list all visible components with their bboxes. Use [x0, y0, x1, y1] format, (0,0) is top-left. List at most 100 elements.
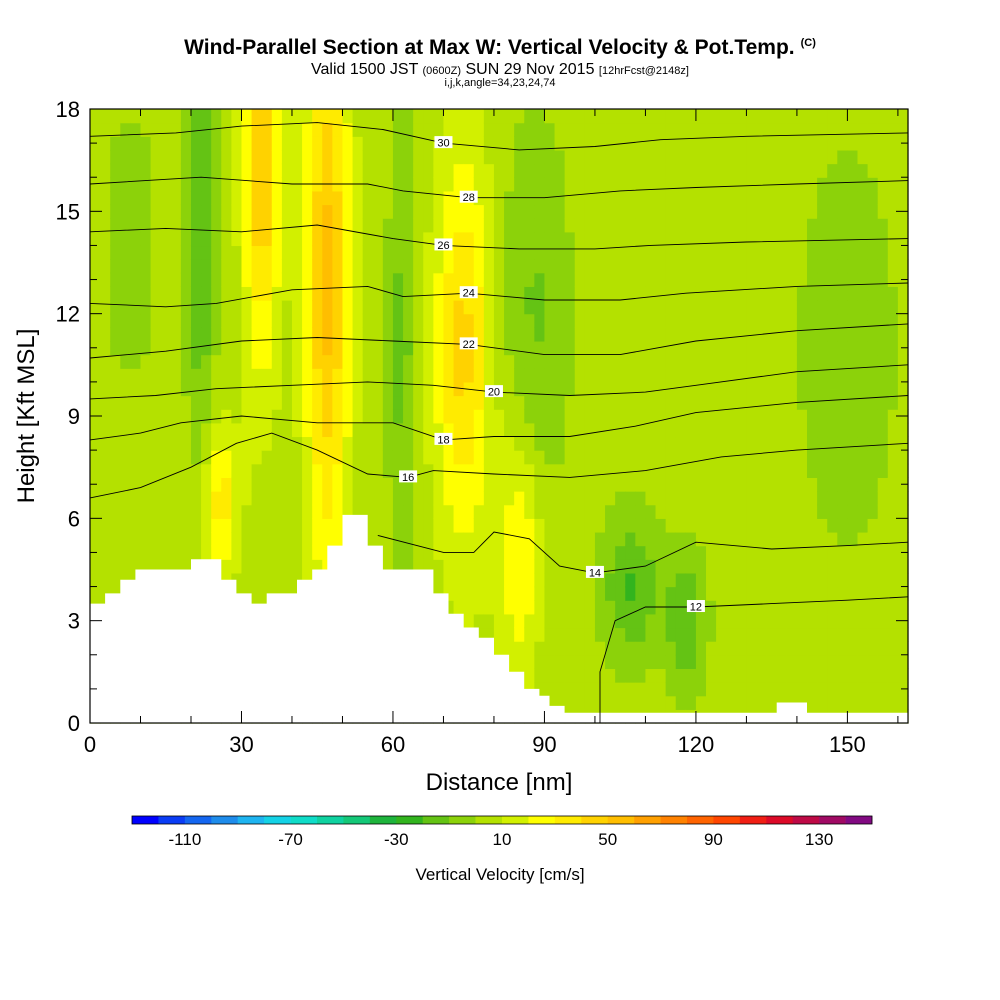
- velocity-cell: [443, 204, 455, 219]
- velocity-cell: [544, 668, 556, 683]
- velocity-cell: [463, 395, 475, 410]
- velocity-cell: [544, 463, 556, 478]
- velocity-cell: [140, 531, 152, 547]
- velocity-cell: [130, 354, 142, 369]
- velocity-cell: [433, 149, 445, 165]
- velocity-cell: [231, 463, 243, 478]
- velocity-cell: [90, 286, 101, 301]
- velocity-cell: [221, 422, 232, 438]
- velocity-cell: [342, 272, 354, 287]
- velocity-cell: [645, 245, 657, 260]
- velocity-cell: [534, 149, 546, 165]
- velocity-cell: [544, 231, 556, 247]
- velocity-cell: [796, 109, 808, 124]
- velocity-cell: [493, 627, 505, 642]
- velocity-cell: [817, 477, 828, 492]
- velocity-cell: [584, 409, 596, 424]
- velocity-cell: [827, 600, 838, 615]
- velocity-cell: [261, 354, 273, 369]
- velocity-cell: [342, 395, 354, 410]
- velocity-cell: [423, 177, 434, 192]
- velocity-cell: [372, 340, 384, 356]
- colorbar-swatch: [528, 816, 556, 824]
- velocity-cell: [211, 163, 222, 178]
- velocity-cell: [271, 395, 283, 410]
- velocity-cell: [221, 395, 232, 410]
- velocity-cell: [150, 340, 162, 356]
- velocity-cell: [645, 477, 657, 492]
- velocity-cell: [766, 327, 778, 342]
- velocity-cell: [534, 354, 546, 369]
- velocity-cell: [776, 381, 788, 397]
- velocity-cell: [635, 668, 647, 683]
- velocity-cell: [342, 259, 354, 274]
- velocity-cell: [211, 354, 222, 369]
- velocity-cell: [403, 190, 414, 206]
- velocity-cell: [675, 204, 687, 219]
- velocity-cell: [271, 504, 283, 519]
- velocity-cell: [180, 504, 192, 519]
- velocity-cell: [160, 340, 172, 356]
- velocity-cell: [877, 354, 889, 369]
- velocity-cell: [190, 450, 202, 465]
- velocity-cell: [453, 572, 465, 588]
- velocity-cell: [483, 422, 495, 438]
- velocity-cell: [695, 136, 707, 151]
- velocity-cell: [483, 259, 495, 274]
- velocity-cell: [362, 300, 374, 315]
- velocity-cell: [413, 163, 424, 178]
- theta-contour-label-bg: [484, 385, 503, 398]
- velocity-cell: [120, 545, 131, 560]
- velocity-cell: [665, 641, 677, 656]
- velocity-cell: [645, 668, 657, 683]
- velocity-cell: [827, 163, 838, 178]
- velocity-cell: [675, 695, 687, 710]
- velocity-cell: [413, 531, 424, 547]
- velocity-cell: [756, 422, 768, 438]
- velocity-cell: [291, 545, 303, 560]
- velocity-cell: [483, 245, 495, 260]
- velocity-cell: [706, 586, 717, 601]
- velocity-cell: [746, 163, 758, 178]
- velocity-cell: [302, 163, 313, 178]
- velocity-cell: [493, 313, 505, 328]
- velocity-cell: [130, 245, 142, 260]
- velocity-cell: [322, 463, 333, 478]
- velocity-cell: [120, 286, 131, 301]
- velocity-cell: [605, 259, 616, 274]
- velocity-cell: [463, 149, 475, 165]
- velocity-cell: [887, 190, 899, 206]
- colorbar: -110 -70 -30 10 50 90 130: [131, 815, 873, 849]
- velocity-cell: [837, 518, 849, 533]
- velocity-cell: [241, 136, 253, 151]
- velocity-cell: [746, 600, 758, 615]
- velocity-cell: [392, 286, 404, 301]
- velocity-cell: [372, 327, 384, 342]
- velocity-cell: [675, 559, 687, 574]
- velocity-cell: [100, 572, 111, 588]
- velocity-cell: [877, 668, 889, 683]
- velocity-cell: [100, 409, 111, 424]
- velocity-cell: [807, 109, 818, 124]
- velocity-cell: [615, 340, 626, 356]
- velocity-cell: [534, 627, 546, 642]
- velocity-cell: [504, 627, 515, 642]
- velocity-cell: [423, 395, 434, 410]
- velocity-cell: [483, 354, 495, 369]
- velocity-cell: [736, 627, 748, 642]
- velocity-cell: [756, 450, 768, 465]
- velocity-cell: [594, 381, 606, 397]
- velocity-cell: [201, 354, 212, 369]
- velocity-cell: [796, 327, 808, 342]
- velocity-cell: [796, 122, 808, 137]
- velocity-cell: [342, 286, 354, 301]
- velocity-cell: [706, 354, 717, 369]
- velocity-cell: [584, 531, 596, 547]
- velocity-cell: [706, 272, 717, 287]
- velocity-cell: [706, 163, 717, 178]
- velocity-cell: [635, 313, 647, 328]
- velocity-cell: [382, 109, 394, 124]
- velocity-cell: [605, 518, 616, 533]
- velocity-cell: [504, 450, 515, 465]
